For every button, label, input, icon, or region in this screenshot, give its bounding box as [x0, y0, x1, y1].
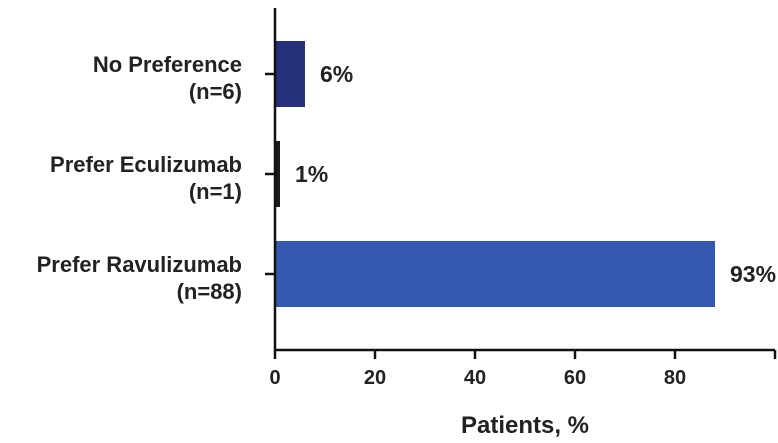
x-ticks-group: 0 20 40 60 80: [269, 350, 777, 389]
category-label: Prefer Eculizumab (n=1): [50, 152, 242, 204]
category-label: No Preference (n=6): [93, 52, 242, 104]
category-label-name: Prefer Eculizumab: [50, 152, 242, 177]
axes-group: [265, 8, 775, 352]
category-label-name: Prefer Ravulizumab: [37, 252, 242, 277]
bars-group: [275, 41, 715, 307]
x-tick-label: 40: [464, 367, 486, 389]
bar: [275, 241, 715, 307]
category-labels-group: No Preference (n=6) Prefer Eculizumab (n=1)…: [37, 52, 242, 304]
category-label: Prefer Ravulizumab (n=88): [37, 252, 242, 304]
bar: [275, 41, 305, 107]
category-label-count: (n=6): [189, 79, 242, 104]
x-tick-label: 20: [364, 367, 386, 389]
data-label: 1%: [295, 161, 328, 187]
x-axis-title: Patients, %: [461, 412, 589, 439]
data-labels-group: 6% 1% 93%: [295, 61, 776, 287]
x-tick-label: 80: [664, 367, 686, 389]
data-label: 6%: [320, 61, 353, 87]
category-label-count: (n=88): [177, 279, 242, 304]
bar: [275, 141, 280, 207]
category-label-name: No Preference: [93, 52, 242, 77]
data-label: 93%: [730, 261, 776, 287]
category-label-count: (n=1): [189, 179, 242, 204]
x-tick-label: 0: [269, 367, 280, 389]
x-tick-label: 60: [564, 367, 586, 389]
